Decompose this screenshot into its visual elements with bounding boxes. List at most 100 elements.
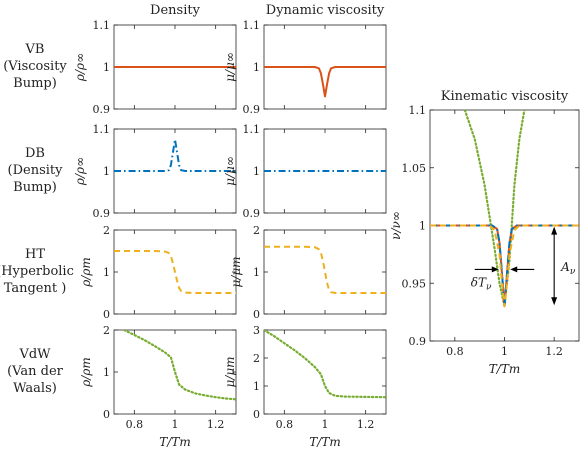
row-label-line: DB	[25, 146, 45, 161]
y-tick-label: 2	[253, 352, 260, 365]
column-title-2: Dynamic viscosity	[266, 3, 385, 18]
series-line-vdw	[123, 330, 236, 401]
axes-frame	[263, 229, 387, 315]
axes-frame	[263, 329, 387, 415]
arrow-head	[510, 266, 518, 273]
x-tick-label: 0.8	[276, 418, 294, 431]
y-tick-label: 1.1	[243, 123, 261, 136]
x-tick-label: 1	[322, 418, 329, 431]
axes-vb-density: 0.9 1 1.1 ρ/ρ∞	[73, 19, 237, 116]
y-tick-label: 1	[253, 165, 260, 178]
axes-db-density: 0.9 1 1.1 ρ/ρ∞	[73, 123, 237, 220]
delta-t-subscript: ν	[486, 282, 492, 292]
y-axis-label: ρ/ρm	[79, 357, 93, 388]
delta-t-text: δT	[471, 275, 487, 289]
y-tick-label: 0.9	[93, 207, 111, 220]
series-group	[114, 138, 236, 172]
row-label-line: (Hyperbolic	[0, 264, 74, 279]
arrow-head	[551, 297, 558, 306]
y-tick-label: 0.9	[93, 103, 111, 116]
x-axis-label: T/Tm	[489, 362, 520, 376]
y-tick-label: 1.1	[409, 104, 427, 117]
delta-t-label: δTν	[471, 275, 492, 292]
series-line-db	[114, 138, 236, 172]
series-group	[264, 330, 386, 399]
y-axis-label: ρ/ρ∞	[73, 157, 87, 186]
axes-vdw-density: 0 1 2 0.8 1 1.2 ρ/ρm T/Tm	[79, 324, 237, 449]
row-label-line: Bump)	[13, 76, 57, 91]
axes-kinematic: 0.9 0.95 1 1.05 1.1 0.8 1 1.2 ν/ν∞ T/Tm Kinematic …	[389, 89, 580, 376]
y-axis-label: μ/μ∞	[223, 156, 237, 186]
y-axis-label: ρ/ρ∞	[73, 53, 87, 82]
y-tick-label: 1	[419, 220, 426, 233]
y-tick-label: 1	[103, 61, 110, 74]
y-tick-label: 1.1	[93, 123, 111, 136]
row-label-vdw: VdW (Van der Waals)	[7, 347, 64, 396]
arrow-head	[551, 226, 558, 235]
axes-vdw-viscosity: 0 1 2 3 0.8 1 1.2 μ/μm T/Tm	[223, 324, 387, 449]
row-label-line: Waals)	[13, 381, 57, 396]
row-label-line: (Van der	[7, 364, 64, 379]
series-line-vdw	[264, 330, 386, 399]
delta-t-annotation: δTν	[471, 266, 535, 292]
row-label-line: (Viscosity	[3, 59, 67, 74]
amplitude-label: Aν	[560, 260, 576, 277]
x-axis-label: T/Tm	[309, 435, 340, 449]
y-tick-label: 3	[253, 324, 260, 337]
x-tick-label: 1.2	[207, 418, 225, 431]
series-line-ht	[264, 245, 386, 294]
y-tick-label: 2	[103, 224, 110, 237]
series-group	[430, 110, 579, 308]
axes-vb-viscosity: 0.9 1 1.1 μ/μ∞	[223, 19, 387, 116]
y-tick-label: 1	[253, 266, 260, 279]
x-tick-label: 1.2	[357, 418, 375, 431]
y-tick-label: 0	[103, 408, 110, 421]
y-axis-label: μ/μm	[229, 256, 243, 287]
amplitude-text: A	[560, 260, 570, 274]
x-tick-label: 1	[172, 418, 179, 431]
series-line-vdw	[463, 110, 526, 308]
y-axis-label: μ/μm	[223, 356, 237, 387]
row-label-line: HT	[25, 247, 45, 262]
y-axis-label: ρ/ρm	[79, 257, 93, 288]
y-tick-label: 0.95	[402, 277, 427, 290]
row-label-line: VB	[25, 42, 45, 57]
y-tick-label: 1	[253, 380, 260, 393]
y-tick-label: 2	[253, 224, 260, 237]
row-label-vb: VB (Viscosity Bump)	[3, 42, 67, 91]
axes-ht-density: 0 1 2 ρ/ρm	[79, 224, 237, 321]
amplitude-subscript: ν	[570, 267, 576, 277]
amplitude-annotation: Aν	[551, 226, 576, 306]
y-tick-label: 1.1	[243, 19, 261, 32]
y-tick-label: 0.9	[243, 207, 261, 220]
row-label-line: Bump)	[13, 180, 57, 195]
series-group	[264, 66, 386, 98]
y-tick-label: 1.05	[402, 162, 427, 175]
chart-title: Kinematic viscosity	[441, 89, 569, 104]
y-tick-label: 0.9	[243, 103, 261, 116]
y-tick-label: 1	[103, 165, 110, 178]
series-line-ht	[430, 224, 579, 308]
series-group	[123, 330, 236, 401]
y-axis-label: μ/μ∞	[223, 52, 237, 82]
y-tick-label: 0	[253, 308, 260, 321]
x-tick-label: 1	[501, 345, 508, 358]
y-tick-label: 2	[103, 324, 110, 337]
row-label-line: Tangent )	[4, 281, 67, 296]
x-tick-label: 0.8	[446, 345, 464, 358]
row-label-line: (Density	[8, 163, 64, 178]
series-line-ht	[114, 250, 236, 294]
column-title-1: Density	[150, 3, 201, 18]
series-group	[114, 250, 236, 294]
series-group	[264, 245, 386, 294]
x-axis-label: T/Tm	[159, 435, 190, 449]
y-axis-label: ν/ν∞	[389, 211, 403, 240]
series-line-vb	[264, 66, 386, 98]
row-label-line: VdW	[18, 347, 51, 362]
axes-db-viscosity: 0.9 1 1.1 μ/μ∞	[223, 123, 387, 220]
y-tick-label: 0	[103, 308, 110, 321]
x-tick-label: 0.8	[126, 418, 144, 431]
y-tick-label: 1	[103, 366, 110, 379]
y-tick-label: 0	[253, 408, 260, 421]
